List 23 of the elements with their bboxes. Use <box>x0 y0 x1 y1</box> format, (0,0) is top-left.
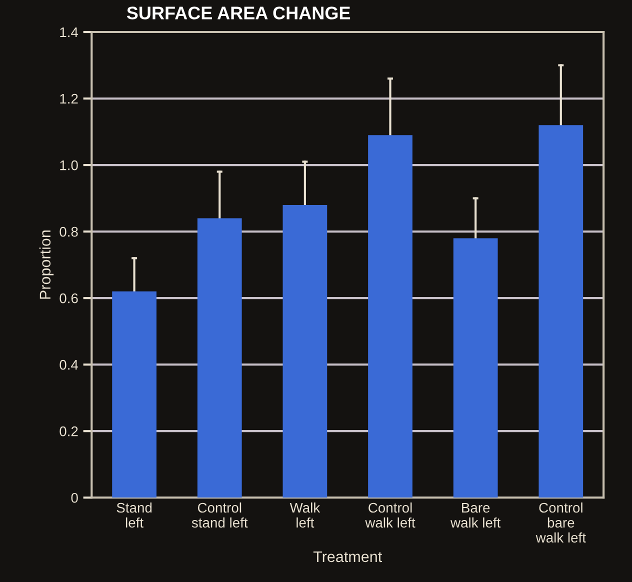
bar <box>368 135 412 498</box>
x-tick-label: Control walk left <box>365 502 416 528</box>
bar <box>538 125 584 498</box>
bar <box>282 204 328 498</box>
y-tick-label: 0.2 <box>60 426 78 436</box>
x-axis-title: Treatment <box>313 551 382 562</box>
bar <box>112 291 156 498</box>
y-tick-label: 1.2 <box>60 94 78 104</box>
chart-title: SURFACE AREA CHANGE <box>126 6 350 20</box>
x-tick-label: Bare walk left <box>450 502 501 528</box>
y-tick-label: 0.8 <box>60 226 78 237</box>
y-axis-title: Proportion <box>39 230 54 299</box>
y-tick-label: 1.0 <box>60 160 78 170</box>
x-tick-label: Stand left <box>116 502 152 528</box>
x-tick-label: Control stand left <box>192 502 248 528</box>
y-tick-label: 0.6 <box>60 293 78 304</box>
y-tick-label: 0.4 <box>60 360 78 370</box>
x-tick-label: Walk left <box>290 502 320 528</box>
y-tick-label: 1.4 <box>60 27 78 38</box>
bar <box>197 218 242 498</box>
bar <box>453 238 498 498</box>
x-tick-label: Control bare walk left <box>536 502 586 543</box>
y-tick-label: 0 <box>71 492 78 503</box>
